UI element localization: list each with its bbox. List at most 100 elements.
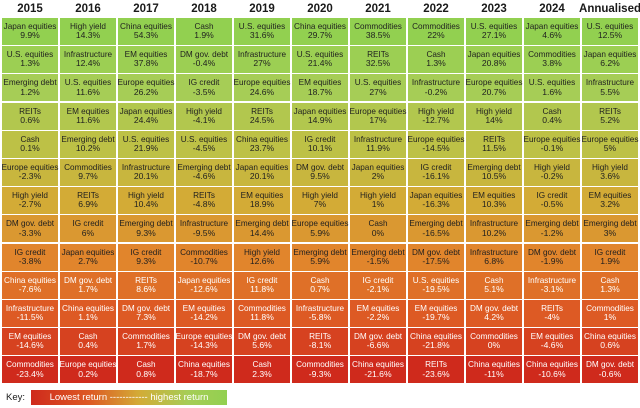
return-value-label: 6.8%: [484, 255, 504, 266]
return-value-label: 20.7%: [481, 86, 507, 97]
return-value-label: -16.5%: [422, 227, 450, 238]
return-value-label: 12.5%: [597, 30, 623, 41]
return-value-label: 3.8%: [542, 58, 562, 69]
asset-class-label: EM equities: [124, 50, 168, 60]
return-cell: IG credit -2.1%: [350, 271, 406, 299]
return-value-label: -23.6%: [422, 368, 450, 379]
asset-class-label: IG credit: [188, 78, 220, 88]
asset-class-label: High yield: [244, 247, 280, 257]
return-cell: Japan equities 2.7%: [60, 243, 116, 271]
return-value-label: 18.7%: [307, 86, 333, 97]
return-value-label: 22%: [427, 30, 445, 41]
asset-class-label: Infrastructure: [121, 163, 171, 173]
asset-class-label: Japan equities: [525, 22, 579, 32]
return-value-label: 5.9%: [310, 227, 330, 238]
return-value-label: -4.6%: [192, 171, 216, 182]
return-cell: Commodities 1.7%: [118, 328, 174, 356]
asset-class-label: China equities: [294, 22, 346, 32]
return-cell: Cash 0.4%: [60, 328, 116, 356]
asset-class-label: Cash: [252, 360, 272, 370]
return-value-label: 1%: [371, 199, 385, 210]
return-cell: IG credit 9.3%: [118, 243, 174, 271]
return-cell: IG credit 10.1%: [292, 130, 348, 158]
asset-class-label: IG credit: [594, 247, 626, 257]
return-value-label: 14.9%: [307, 114, 333, 125]
return-value-label: 11.6%: [76, 86, 100, 97]
return-cell: Europe equities -0.1%: [524, 130, 580, 158]
return-cell: EM equities -4.6%: [524, 328, 580, 356]
asset-class-label: Europe equities: [581, 134, 639, 144]
asset-class-label: Cash: [194, 22, 214, 32]
return-cell: REITs -8.1%: [292, 328, 348, 356]
return-value-label: 1.9%: [600, 255, 620, 266]
return-value-label: 5%: [603, 143, 617, 154]
key-gradient-bar: Lowest return ------------ highest retur…: [31, 390, 228, 405]
return-value-label: 29.7%: [307, 30, 333, 41]
column-header-2020: 2020: [307, 2, 333, 15]
return-cell: Infrastructure 12.4%: [60, 46, 116, 74]
return-value-label: 54.3%: [133, 30, 159, 41]
return-value-label: -17.5%: [422, 255, 450, 266]
asset-class-label: High yield: [128, 191, 164, 201]
return-value-label: -16.1%: [422, 171, 450, 182]
return-value-label: -2.1%: [366, 284, 390, 295]
return-cell: DM gov. debt -0.4%: [176, 46, 232, 74]
asset-class-label: Commodities: [470, 332, 518, 342]
return-value-label: 9.3%: [136, 227, 156, 238]
return-value-label: 1.3%: [20, 58, 40, 69]
return-cell: EM equities 18.9%: [234, 187, 290, 215]
return-cell: REITs 24.5%: [234, 102, 290, 130]
return-cell: China equities -7.6%: [2, 271, 58, 299]
asset-class-label: High yield: [12, 191, 48, 201]
return-cell: High yield 1%: [350, 187, 406, 215]
asset-class-label: Emerging debt: [583, 219, 637, 229]
return-cell: DM gov. debt 7.3%: [118, 300, 174, 327]
asset-class-label: Europe equities: [1, 163, 59, 173]
return-cell: China equities 1.1%: [60, 300, 116, 327]
asset-class-label: Commodities: [122, 332, 170, 342]
asset-class-label: Emerging debt: [61, 134, 115, 144]
asset-class-label: U.S. equities: [528, 78, 576, 88]
asset-class-label: Commodities: [586, 304, 634, 314]
return-value-label: 7.3%: [136, 312, 156, 323]
return-value-label: 2%: [371, 171, 385, 182]
return-value-label: -11%: [484, 368, 504, 379]
return-value-label: 11.8%: [250, 312, 274, 323]
asset-class-label: Cash: [542, 106, 562, 116]
asset-class-label: Commodities: [296, 360, 344, 370]
return-value-label: 11.8%: [250, 284, 274, 295]
return-value-label: 10.4%: [133, 199, 159, 210]
return-value-label: -23.4%: [16, 368, 44, 379]
return-value-label: 12.4%: [75, 58, 101, 69]
return-cell: Cash 0.1%: [2, 130, 58, 158]
return-value-label: 21.4%: [307, 58, 333, 69]
return-value-label: -0.4%: [192, 58, 216, 69]
asset-class-label: DM gov. debt: [527, 247, 577, 257]
asset-class-label: Emerging debt: [409, 219, 463, 229]
return-value-label: -3.1%: [540, 284, 564, 295]
asset-class-label: U.S. equities: [586, 22, 634, 32]
return-cell: DM gov. debt 1.7%: [60, 271, 116, 299]
return-cell: Europe equities 0.2%: [60, 356, 116, 384]
return-cell: Infrastructure 27%: [234, 46, 290, 74]
asset-class-label: DM gov. debt: [179, 50, 229, 60]
column-header-2018: 2018: [191, 2, 217, 15]
return-value-label: -0.1%: [540, 143, 564, 154]
asset-class-label: REITs: [77, 191, 99, 201]
asset-class-label: Infrastructure: [585, 78, 635, 88]
return-cell: EM equities -14.2%: [176, 300, 232, 327]
return-value-label: 0.4%: [78, 340, 98, 351]
return-value-label: 0.1%: [20, 143, 40, 154]
return-cell: Infrastructure -0.2%: [408, 74, 464, 102]
return-value-label: -1.9%: [540, 255, 564, 266]
return-cell: High yield -12.7%: [408, 102, 464, 130]
asset-class-label: DM gov. debt: [121, 304, 171, 314]
column-header-2024: 2024: [539, 2, 565, 15]
asset-class-label: Europe equities: [175, 332, 233, 342]
return-value-label: 11.9%: [366, 143, 390, 154]
return-value-label: 6.9%: [78, 199, 98, 210]
asset-class-label: Europe equities: [233, 78, 291, 88]
return-value-label: 1.9%: [194, 30, 214, 41]
return-value-label: 9.7%: [78, 171, 98, 182]
return-cell: Emerging debt -4.6%: [176, 159, 232, 186]
